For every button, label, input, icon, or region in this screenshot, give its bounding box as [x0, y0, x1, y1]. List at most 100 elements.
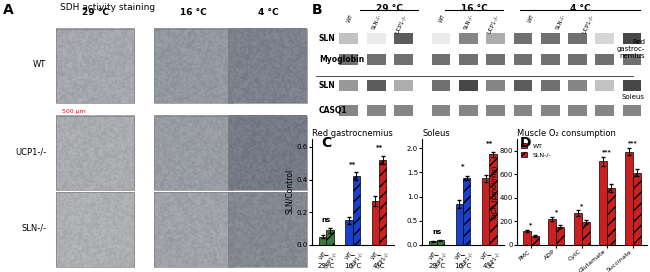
- FancyBboxPatch shape: [339, 105, 358, 116]
- FancyBboxPatch shape: [486, 80, 505, 91]
- FancyBboxPatch shape: [486, 54, 505, 65]
- Bar: [489, 154, 497, 245]
- Bar: [482, 178, 489, 245]
- Text: SDH activity staining: SDH activity staining: [60, 3, 155, 12]
- Text: WT: WT: [346, 14, 354, 24]
- Text: D: D: [520, 136, 532, 150]
- Bar: [353, 176, 360, 245]
- Text: *: *: [529, 222, 532, 227]
- FancyBboxPatch shape: [541, 54, 560, 65]
- Text: ***: ***: [603, 149, 612, 154]
- Bar: [379, 160, 387, 245]
- Text: UCP1-/-: UCP1-/-: [322, 250, 338, 269]
- Text: SLN-/-: SLN-/-: [554, 14, 566, 31]
- Text: ns: ns: [432, 230, 441, 236]
- Text: UCP1-/-: UCP1-/-: [486, 14, 499, 34]
- FancyBboxPatch shape: [459, 80, 478, 91]
- FancyBboxPatch shape: [394, 80, 413, 91]
- Text: SLN-/-: SLN-/-: [462, 14, 474, 31]
- Bar: [607, 188, 616, 245]
- Text: 500 μm: 500 μm: [62, 109, 86, 114]
- Legend: WT, SLN-/-: WT, SLN-/-: [520, 142, 552, 159]
- FancyBboxPatch shape: [541, 33, 560, 44]
- Bar: [345, 220, 353, 245]
- Text: WT: WT: [371, 250, 380, 260]
- Bar: [429, 242, 437, 245]
- Text: UCP1-/-: UCP1-/-: [375, 250, 391, 269]
- Bar: [326, 230, 334, 245]
- Text: 29°C: 29°C: [318, 263, 335, 269]
- Text: Myoglobin: Myoglobin: [319, 55, 364, 64]
- FancyBboxPatch shape: [394, 54, 413, 65]
- FancyBboxPatch shape: [595, 33, 614, 44]
- Text: WT: WT: [428, 250, 437, 260]
- FancyBboxPatch shape: [432, 80, 450, 91]
- Text: Soleus: Soleus: [622, 94, 645, 100]
- Bar: [523, 231, 531, 245]
- Text: 4°C: 4°C: [483, 263, 495, 269]
- Text: CASQ1: CASQ1: [319, 106, 348, 115]
- Text: 29°C: 29°C: [428, 263, 445, 269]
- FancyBboxPatch shape: [514, 80, 532, 91]
- FancyBboxPatch shape: [367, 80, 385, 91]
- FancyBboxPatch shape: [459, 33, 478, 44]
- Bar: [625, 152, 632, 245]
- Text: SLN-/-: SLN-/-: [21, 223, 46, 232]
- Bar: [573, 213, 582, 245]
- Text: UCP1-/-: UCP1-/-: [349, 250, 364, 269]
- FancyBboxPatch shape: [459, 54, 478, 65]
- Bar: [372, 201, 379, 245]
- Bar: [456, 204, 463, 245]
- FancyBboxPatch shape: [623, 54, 642, 65]
- FancyBboxPatch shape: [394, 33, 413, 44]
- FancyBboxPatch shape: [541, 80, 560, 91]
- Text: **: **: [349, 162, 356, 168]
- Text: UCP1-/-: UCP1-/-: [394, 14, 407, 34]
- FancyBboxPatch shape: [514, 105, 532, 116]
- FancyBboxPatch shape: [595, 105, 614, 116]
- Text: ns: ns: [322, 217, 331, 223]
- Text: UCP1-/-: UCP1-/-: [486, 250, 500, 269]
- Text: UCP1-/-: UCP1-/-: [433, 250, 448, 269]
- Text: UCP1-/-: UCP1-/-: [459, 250, 474, 269]
- FancyBboxPatch shape: [514, 54, 532, 65]
- Text: **: **: [376, 145, 383, 151]
- Text: B: B: [312, 3, 323, 17]
- Text: WT: WT: [344, 250, 354, 260]
- Text: 16 °C: 16 °C: [180, 8, 207, 17]
- Text: SLN: SLN: [319, 33, 336, 43]
- Text: 16 °C: 16 °C: [461, 4, 488, 13]
- Bar: [582, 222, 590, 245]
- FancyBboxPatch shape: [623, 33, 642, 44]
- FancyBboxPatch shape: [367, 33, 385, 44]
- Text: ***: ***: [628, 141, 638, 146]
- Text: **: **: [486, 141, 493, 147]
- Text: WT: WT: [438, 14, 447, 24]
- Text: Red gastrocnemius: Red gastrocnemius: [312, 129, 393, 138]
- Text: WT: WT: [481, 250, 490, 260]
- Text: 4°C: 4°C: [373, 263, 385, 269]
- FancyBboxPatch shape: [595, 80, 614, 91]
- Bar: [531, 236, 539, 245]
- Text: WT: WT: [455, 250, 464, 260]
- FancyBboxPatch shape: [623, 105, 642, 116]
- FancyBboxPatch shape: [568, 54, 587, 65]
- FancyBboxPatch shape: [432, 33, 450, 44]
- Y-axis label: OCR (pmol/mg): OCR (pmol/mg): [491, 165, 498, 218]
- Text: WT: WT: [527, 14, 536, 24]
- Text: A: A: [3, 3, 14, 17]
- Text: SLN: SLN: [319, 81, 336, 90]
- Text: C: C: [322, 136, 332, 150]
- Bar: [548, 219, 556, 245]
- Text: 29 °C: 29 °C: [81, 8, 109, 17]
- FancyBboxPatch shape: [568, 105, 587, 116]
- FancyBboxPatch shape: [486, 105, 505, 116]
- FancyBboxPatch shape: [459, 105, 478, 116]
- FancyBboxPatch shape: [394, 105, 413, 116]
- Text: 16°C: 16°C: [454, 263, 472, 269]
- Bar: [632, 173, 641, 245]
- FancyBboxPatch shape: [568, 33, 587, 44]
- FancyBboxPatch shape: [568, 80, 587, 91]
- FancyBboxPatch shape: [623, 80, 642, 91]
- FancyBboxPatch shape: [432, 105, 450, 116]
